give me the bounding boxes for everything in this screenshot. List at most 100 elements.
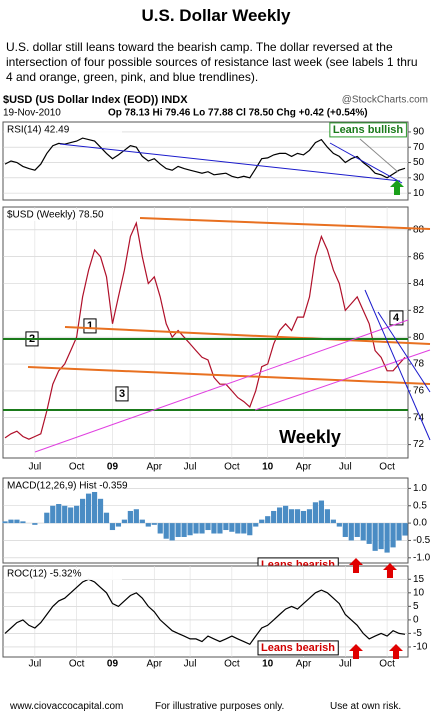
x-tick-label: Oct — [69, 659, 85, 670]
bar — [199, 523, 205, 534]
arrow — [383, 563, 397, 578]
legend-label: RSI(14) 42.49 — [7, 125, 70, 136]
y-tick-label: 10 — [413, 587, 425, 598]
trendline — [139, 217, 431, 230]
page-title: U.S. Dollar Weekly — [141, 6, 291, 25]
x-tick-label: 09 — [107, 462, 119, 473]
panel-frame — [2, 206, 409, 459]
bar — [109, 523, 116, 531]
bar — [402, 523, 408, 536]
y-tick-label: 5 — [413, 601, 419, 612]
bar — [133, 509, 139, 524]
x-tick-label: Apr — [296, 659, 312, 670]
footer-text: www.ciovaccocapital.com — [10, 701, 124, 712]
trendline — [329, 142, 403, 184]
data-line — [4, 221, 406, 440]
annotation-box — [329, 122, 407, 138]
x-tick-label: 10 — [262, 659, 274, 670]
bar — [235, 523, 241, 534]
legend-bg — [4, 209, 122, 221]
x-tick-label: 09 — [107, 659, 119, 670]
bar — [259, 519, 265, 524]
bar — [247, 523, 253, 536]
y-tick-label: 72 — [413, 439, 425, 450]
x-tick-label: Jul — [184, 659, 197, 670]
bar — [354, 523, 360, 537]
annotation-box — [389, 310, 404, 326]
bar — [8, 519, 14, 524]
x-tick-label: Jul — [184, 462, 197, 473]
bar — [62, 505, 68, 524]
y-tick-label: 1.0 — [413, 483, 427, 494]
annotation: 3 — [119, 388, 125, 400]
footer-text: For illustrative purposes only. — [155, 701, 285, 712]
x-tick-label: 10 — [262, 462, 274, 473]
trendline — [59, 143, 401, 182]
bar — [378, 523, 384, 550]
bar — [324, 509, 330, 524]
x-tick-label: Oct — [69, 462, 85, 473]
trendline — [364, 289, 431, 441]
bar — [139, 519, 145, 524]
bar — [253, 523, 259, 527]
bar — [312, 502, 319, 524]
y-tick-label: -10 — [413, 642, 428, 653]
y-tick-label: 0.0 — [413, 518, 427, 529]
chart-symbol: $USD (US Dollar Index (EOD)) INDX — [3, 94, 188, 106]
bar — [157, 523, 163, 534]
bar — [169, 523, 175, 541]
bar — [44, 512, 50, 524]
x-tick-label: Apr — [146, 462, 162, 473]
bar — [85, 493, 92, 524]
bar — [360, 523, 366, 541]
x-tick-label: Apr — [296, 462, 312, 473]
bar — [115, 523, 122, 527]
arrow — [390, 180, 404, 195]
bar — [181, 523, 187, 537]
data-line — [4, 578, 406, 646]
y-tick-label: 76 — [413, 386, 425, 397]
bar — [396, 523, 402, 541]
trendline — [27, 366, 431, 385]
bar — [241, 523, 247, 534]
bar — [127, 510, 133, 524]
y-tick-label: 84 — [413, 278, 425, 289]
trendline — [34, 319, 409, 453]
y-tick-label: 10 — [413, 188, 425, 199]
bar — [32, 523, 38, 525]
annotation: Weekly — [279, 427, 341, 447]
bar — [97, 498, 104, 524]
bar — [384, 523, 390, 553]
bar — [2, 521, 8, 524]
bar — [56, 504, 62, 524]
bar — [217, 523, 223, 534]
bar — [300, 510, 307, 524]
bar — [74, 505, 80, 524]
bar — [187, 523, 193, 536]
legend-bg — [4, 568, 122, 580]
bar — [175, 523, 181, 537]
bar — [151, 523, 157, 525]
bar — [80, 498, 86, 524]
y-tick-label: 86 — [413, 251, 425, 262]
bar — [271, 510, 277, 524]
annotation: 1 — [87, 320, 93, 332]
bar — [294, 509, 301, 524]
x-tick-label: Jul — [28, 659, 41, 670]
bar — [318, 500, 325, 524]
y-tick-label: -1.0 — [413, 552, 431, 563]
x-tick-label: Oct — [379, 462, 395, 473]
bar — [277, 507, 283, 524]
bar — [306, 509, 313, 524]
y-tick-label: 50 — [413, 157, 425, 168]
intro-text: U.S. dollar still leans toward the beari… — [6, 40, 418, 84]
annotation: Leans bullish — [333, 124, 404, 136]
annotation: 4 — [393, 312, 400, 324]
y-tick-label: 80 — [413, 332, 425, 343]
annotation-box — [83, 318, 97, 334]
bar — [366, 523, 372, 544]
bar — [91, 491, 98, 524]
legend-label: ROC(12) -5.32% — [7, 569, 82, 580]
arrow — [349, 558, 363, 573]
